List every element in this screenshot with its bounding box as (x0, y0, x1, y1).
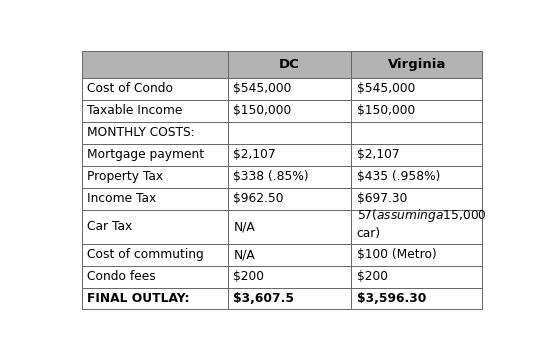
Bar (228, 266, 351, 287)
Text: $697.30: $697.30 (357, 192, 407, 205)
Bar (81, 287, 228, 310)
Text: MONTHLY COSTS:: MONTHLY COSTS: (87, 126, 195, 139)
Bar (228, 122, 351, 144)
Bar (81, 100, 228, 122)
Text: Property Tax: Property Tax (87, 170, 163, 183)
Text: Cost of commuting: Cost of commuting (87, 248, 204, 261)
Bar (351, 287, 482, 310)
Bar (228, 244, 351, 266)
Bar (81, 166, 228, 187)
Bar (351, 210, 482, 244)
Bar (351, 100, 482, 122)
Text: $150,000: $150,000 (357, 104, 415, 117)
Text: $435 (.958%): $435 (.958%) (357, 170, 440, 183)
Bar (81, 51, 228, 78)
Bar (81, 210, 228, 244)
Text: $57 (assuming a $15,000
car): $57 (assuming a $15,000 car) (357, 207, 487, 240)
Text: $200: $200 (233, 270, 265, 283)
Text: $3,607.5: $3,607.5 (233, 292, 294, 305)
Bar (81, 244, 228, 266)
Bar (228, 210, 351, 244)
Text: $962.50: $962.50 (233, 192, 284, 205)
Text: $2,107: $2,107 (357, 148, 399, 161)
Bar (228, 78, 351, 100)
Text: $150,000: $150,000 (233, 104, 292, 117)
Text: FINAL OUTLAY:: FINAL OUTLAY: (87, 292, 190, 305)
Text: $100 (Metro): $100 (Metro) (357, 248, 437, 261)
Bar (351, 78, 482, 100)
Text: N/A: N/A (233, 248, 255, 261)
Bar (228, 166, 351, 187)
Text: $338 (.85%): $338 (.85%) (233, 170, 309, 183)
Text: Taxable Income: Taxable Income (87, 104, 183, 117)
Bar (351, 144, 482, 166)
Bar (351, 51, 482, 78)
Bar (228, 144, 351, 166)
Text: N/A: N/A (233, 220, 255, 233)
Bar (81, 266, 228, 287)
Text: DC: DC (279, 58, 300, 71)
Text: Virginia: Virginia (388, 58, 446, 71)
Bar (228, 100, 351, 122)
Bar (228, 287, 351, 310)
Text: $545,000: $545,000 (357, 82, 415, 95)
Bar (81, 78, 228, 100)
Text: $3,596.30: $3,596.30 (357, 292, 426, 305)
Bar (351, 266, 482, 287)
Text: Mortgage payment: Mortgage payment (87, 148, 204, 161)
Bar (351, 244, 482, 266)
Text: Car Tax: Car Tax (87, 220, 133, 233)
Bar (228, 187, 351, 210)
Bar (81, 122, 228, 144)
Text: Cost of Condo: Cost of Condo (87, 82, 173, 95)
Text: Condo fees: Condo fees (87, 270, 156, 283)
Bar (81, 187, 228, 210)
Bar (351, 122, 482, 144)
Bar (351, 187, 482, 210)
Text: Income Tax: Income Tax (87, 192, 156, 205)
Text: $200: $200 (357, 270, 388, 283)
Bar (81, 144, 228, 166)
Text: $545,000: $545,000 (233, 82, 292, 95)
Bar (351, 166, 482, 187)
Bar (228, 51, 351, 78)
Text: $2,107: $2,107 (233, 148, 276, 161)
